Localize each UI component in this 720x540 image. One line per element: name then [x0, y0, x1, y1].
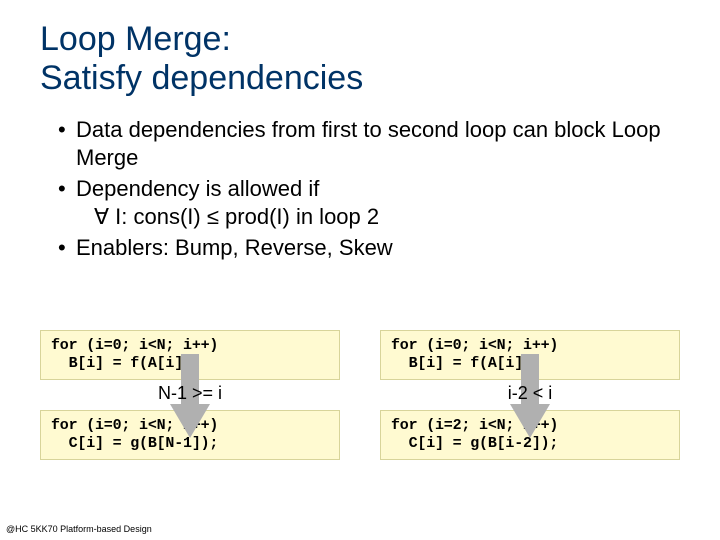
- left-column: for (i=0; i<N; i++) B[i] = f(A[i]); N-1 …: [40, 330, 340, 460]
- left-annotation: N-1 >= i: [40, 383, 340, 404]
- bullet-2: Dependency is allowed if ∀ I: cons(I) ≤ …: [58, 175, 680, 230]
- right-gap: i-2 < i: [380, 380, 680, 410]
- bullet-1: Data dependencies from first to second l…: [58, 116, 680, 171]
- code-columns: for (i=0; i<N; i++) B[i] = f(A[i]); N-1 …: [40, 330, 680, 460]
- left-codebox-2: for (i=0; i<N; i++) C[i] = g(B[N-1]);: [40, 410, 340, 460]
- left-codebox-1: for (i=0; i<N; i++) B[i] = f(A[i]);: [40, 330, 340, 380]
- bullet-list: Data dependencies from first to second l…: [40, 116, 680, 262]
- right-codebox-1: for (i=0; i<N; i++) B[i] = f(A[i]);: [380, 330, 680, 380]
- footer-text: @HC 5KK70 Platform-based Design: [6, 524, 152, 534]
- title-line2: Satisfy dependencies: [40, 59, 363, 97]
- right-annotation: i-2 < i: [380, 383, 680, 404]
- bullet-2-text: Dependency is allowed if: [76, 176, 319, 201]
- bullet-3: Enablers: Bump, Reverse, Skew: [58, 234, 680, 262]
- slide-title: Loop Merge: Satisfy dependencies: [40, 20, 680, 98]
- bullet-2-sub: ∀ I: cons(I) ≤ prod(I) in loop 2: [76, 203, 680, 231]
- right-codebox-2: for (i=2; i<N; i++) C[i] = g(B[i-2]);: [380, 410, 680, 460]
- title-line1: Loop Merge:: [40, 20, 231, 58]
- left-gap: N-1 >= i: [40, 380, 340, 410]
- slide: Loop Merge: Satisfy dependencies Data de…: [0, 0, 720, 540]
- right-column: for (i=0; i<N; i++) B[i] = f(A[i]); i-2 …: [380, 330, 680, 460]
